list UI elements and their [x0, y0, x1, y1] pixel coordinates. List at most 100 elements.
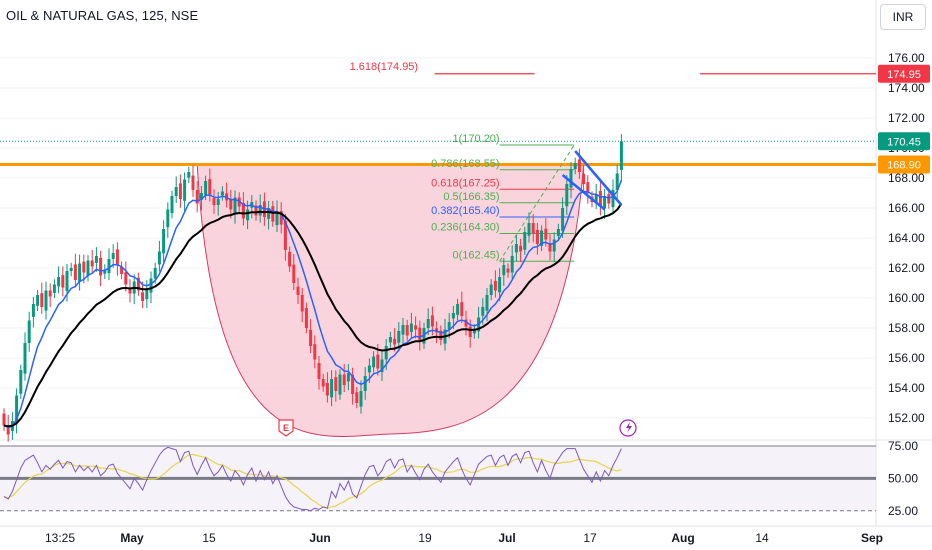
candle-body — [149, 278, 153, 293]
candle-body — [338, 374, 342, 395]
candle-body — [439, 330, 443, 340]
candle-body — [556, 229, 560, 236]
candle-body — [489, 284, 493, 295]
candle-body — [254, 205, 258, 216]
time-tick-label: May — [120, 531, 144, 545]
candle-body — [107, 259, 111, 274]
fib-label: 0.382(165.40) — [431, 205, 500, 217]
candle-body — [183, 179, 187, 201]
candle-body — [2, 413, 6, 426]
fibonacci-levels: 1.618(174.95) 1(170.20) 0.786(168.55) 0.618… — [0, 61, 876, 262]
candle-body — [510, 256, 514, 273]
time-tick-label: 15 — [202, 531, 216, 545]
candle-body — [393, 338, 397, 345]
candle-body — [485, 295, 489, 311]
price-tag — [878, 132, 930, 151]
candle-body — [405, 325, 409, 336]
fib-label: 0.5(166.35) — [443, 191, 499, 203]
candle-body — [23, 343, 27, 374]
price-tick-label: 152.00 — [888, 411, 925, 425]
fib-label: 0(162.45) — [453, 249, 500, 261]
time-tick-label: Aug — [671, 531, 694, 545]
candle-body — [447, 322, 451, 330]
candle-body — [90, 260, 94, 267]
candle-body — [603, 196, 607, 209]
candle-body — [451, 313, 455, 319]
candle-body — [27, 320, 31, 343]
candle-body — [523, 232, 527, 250]
candle-body — [615, 173, 619, 190]
event-markers: E — [278, 419, 637, 437]
candle-body — [157, 251, 161, 265]
candle-body — [300, 295, 304, 312]
candle-body — [195, 190, 199, 204]
candle-body — [166, 209, 170, 228]
candle-body — [31, 304, 35, 317]
candle-body — [220, 191, 224, 196]
candle-body — [569, 169, 573, 188]
candle-body — [544, 228, 548, 240]
time-tick-label: 17 — [583, 531, 597, 545]
candle-body — [275, 211, 279, 226]
candle-body — [384, 346, 388, 360]
rsi-tick-label: 75.00 — [888, 439, 918, 453]
price-tick-label: 166.00 — [888, 201, 925, 215]
candle-body — [128, 288, 132, 294]
candle-body — [367, 365, 371, 373]
candle-body — [397, 331, 401, 343]
candle-body — [99, 257, 103, 276]
bull-flag-lines — [561, 150, 623, 211]
fib-label: 0.236(164.30) — [431, 222, 500, 234]
time-tick-label: Jul — [498, 531, 515, 545]
candle-body — [401, 325, 405, 335]
candle-body — [283, 220, 287, 250]
ema-slow-line — [3, 203, 623, 428]
price-tick-label: 168.00 — [888, 171, 925, 185]
candle-body — [52, 284, 56, 293]
candle-body — [69, 268, 73, 271]
fib-label: 1(170.20) — [453, 133, 500, 145]
candle-body — [414, 325, 418, 330]
candle-body — [103, 269, 107, 274]
candle-body — [481, 307, 485, 316]
candle-body — [115, 249, 119, 265]
candle-body — [292, 264, 296, 283]
candle-body — [40, 293, 44, 307]
price-tick-label: 176.00 — [888, 51, 925, 65]
candle-body — [535, 229, 539, 244]
candle-body — [304, 307, 308, 328]
candle-body — [611, 190, 615, 208]
candle-body — [288, 251, 292, 267]
candle-body — [334, 377, 338, 391]
candle-body — [313, 344, 317, 360]
price-tick-label: 162.00 — [888, 261, 925, 275]
candle-body — [82, 261, 86, 273]
currency-selector[interactable]: INR — [880, 4, 926, 30]
candle-body — [309, 329, 313, 346]
candle-body — [48, 290, 52, 297]
candle-body — [111, 253, 115, 259]
price-tag-label: 168.90 — [887, 160, 921, 172]
candle-body — [174, 187, 178, 196]
time-tick-label: Sep — [861, 531, 883, 545]
candle-body — [594, 194, 598, 202]
price-tick-label: 154.00 — [888, 381, 925, 395]
candle-body — [124, 272, 128, 285]
candle-body — [506, 268, 510, 273]
candle-body — [502, 265, 506, 276]
candle-body — [120, 266, 124, 274]
price-tick-label: 174.00 — [888, 81, 925, 95]
candle-body — [573, 163, 577, 169]
earnings-icon — [278, 419, 294, 437]
rsi-pane — [0, 445, 876, 512]
price-tick-label: 156.00 — [888, 351, 925, 365]
time-tick-label: 19 — [418, 531, 432, 545]
candle-body — [586, 182, 590, 193]
candle-body — [199, 193, 203, 200]
candle-body — [94, 256, 98, 263]
candle-body — [552, 239, 556, 252]
candle-body — [468, 326, 472, 337]
candle-body — [191, 175, 195, 190]
candle-body — [208, 179, 212, 195]
